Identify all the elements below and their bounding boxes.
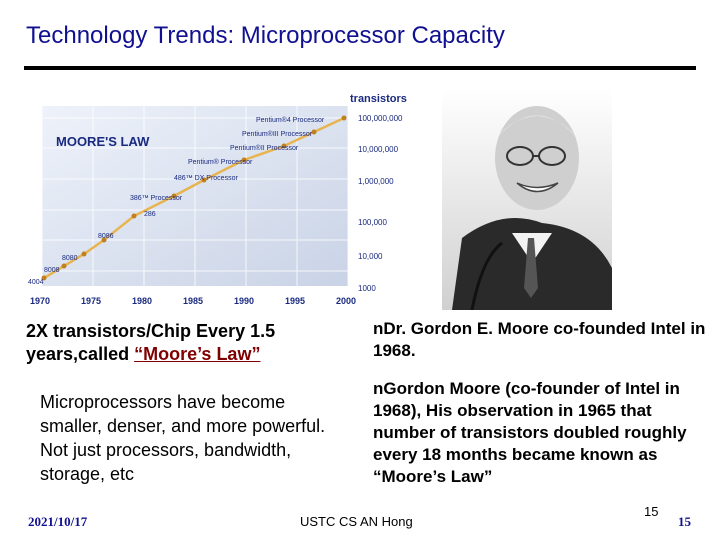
x-tick-labels: 1970 1975 1980 1985 1990 1995 2000 [30,296,356,306]
x-tick: 2000 [336,296,356,306]
moores-law-term: “Moore’s Law” [134,344,261,364]
processor-label: 4004 [28,279,44,286]
slide-title: Technology Trends: Microprocessor Capaci… [26,22,505,49]
moores-law-summary: 2X transistors/Chip Every 1.5 years,call… [26,320,326,366]
x-tick: 1970 [30,296,50,306]
trend-points [41,115,347,281]
y-tick: 1,000,000 [358,177,394,186]
summary-text: 2X transistors/Chip Every 1.5 years,call… [26,321,276,364]
processor-label: 286 [144,211,156,218]
processor-labels: 4004 8008 8080 8086 286 386™ Processor 4… [28,116,325,286]
x-tick: 1995 [285,296,305,306]
y-tick: 1000 [358,284,376,293]
bullet-text: Dr. Gordon E. Moore co-founded Intel in … [373,319,706,360]
processor-label: 486™ DX Processor [174,175,238,182]
processor-label: 8086 [98,233,114,240]
moores-law-svg: MOORE'S LAW transistors 100,000,000 10,0… [28,93,407,306]
bullet-marker: n [373,319,384,338]
footer-date: 2021/10/17 [28,514,88,529]
microprocessor-note: Microprocessors have become smaller, den… [40,392,326,484]
processor-label: 8008 [44,267,60,274]
y-axis-title: transistors [350,93,407,105]
page-number: 15 [644,504,659,519]
x-tick: 1985 [183,296,203,306]
title-divider [24,66,696,70]
x-tick: 1980 [132,296,152,306]
bullet-moore-cofounded: nDr. Gordon E. Moore co-founded Intel in… [373,318,708,362]
processor-label: Pentium®III Processor [242,130,313,138]
gordon-moore-photo [442,88,612,311]
slide-number: 15 [678,514,691,529]
footer-author: USTC CS AN Hong [300,514,413,529]
bullet-marker: n [373,379,384,398]
graph-heading: MOORE'S LAW [56,134,150,149]
processor-label: 386™ Processor [130,195,183,202]
x-tick: 1975 [81,296,101,306]
grid-lines [41,106,349,286]
y-tick: 100,000 [358,218,387,227]
processor-label: Pentium®II Processor [230,144,299,152]
y-tick-labels: 100,000,000 10,000,000 1,000,000 100,000… [358,114,403,293]
moores-law-graph: MOORE'S LAW transistors 100,000,000 10,0… [24,88,432,312]
y-tick: 10,000 [358,252,383,261]
x-tick: 1990 [234,296,254,306]
processor-label: 8080 [62,255,78,262]
bullet-text: Gordon Moore (co-founder of Intel in 196… [373,379,687,486]
processor-label: Pentium® Processor [188,158,253,166]
y-tick: 10,000,000 [358,145,399,154]
processor-label: Pentium®4 Processor [256,116,325,124]
bullet-moore-observation: nGordon Moore (co-founder of Intel in 19… [373,378,708,488]
y-tick: 100,000,000 [358,114,403,123]
